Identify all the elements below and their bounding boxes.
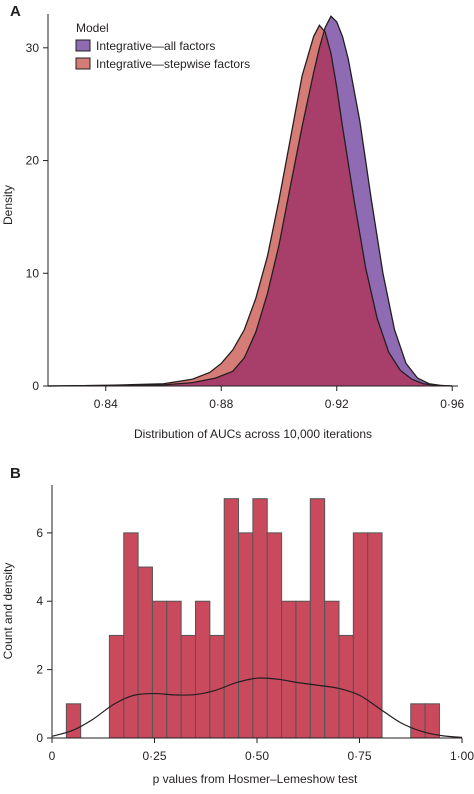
y-axis-title: Count and density — [1, 563, 15, 660]
histogram-bar — [295, 600, 311, 739]
y-axis-title: Density — [1, 185, 15, 225]
x-tick-label: 0·88 — [209, 397, 233, 411]
histogram-panel: B 0 0·25 0·50 0·75 1·00 0 2 4 6 p values from Ho… — [1, 465, 474, 786]
histogram-bar — [137, 566, 153, 739]
panel-label-b: B — [10, 465, 21, 482]
panel-label-a: A — [10, 3, 21, 20]
x-axis-title: p values from Hosmer–Lemeshow test — [153, 772, 358, 786]
y-tick-label: 0 — [32, 379, 39, 393]
y-tick-label: 20 — [26, 154, 40, 168]
density-panel: A 0·84 0·88 0·92 0·96 0 10 20 30 Distribution o… — [1, 3, 465, 441]
histogram-bar — [410, 703, 426, 739]
histogram-bar — [281, 600, 297, 739]
legend-label-all-factors: Integrative—all factors — [96, 39, 215, 53]
x-tick-label: 0 — [49, 749, 56, 763]
x-tick-label: 0·96 — [440, 397, 464, 411]
histogram-bar — [324, 600, 340, 739]
area-stepwise-factors-outline — [47, 24, 453, 387]
legend: Model Integrative—all factors Integrativ… — [75, 21, 250, 71]
x-tick-label: 0·25 — [142, 749, 166, 763]
histogram-bars — [65, 498, 440, 739]
y-tick-label: 4 — [36, 594, 43, 608]
histogram-bar — [252, 498, 268, 739]
y-tick-label: 0 — [36, 731, 43, 745]
histogram-bar — [338, 634, 354, 739]
tick-labels: 0·84 0·88 0·92 0·96 0 10 20 30 — [26, 41, 465, 411]
histogram-bar — [367, 532, 383, 739]
histogram-bar — [352, 532, 369, 739]
x-tick-label: 0·50 — [245, 749, 269, 763]
x-tick-label: 1·00 — [450, 749, 474, 763]
y-tick-label: 30 — [26, 41, 40, 55]
y-tick-label: 2 — [36, 663, 43, 677]
y-tick-label: 6 — [36, 526, 43, 540]
histogram-bar — [166, 600, 182, 739]
y-tick-label: 10 — [26, 266, 40, 280]
histogram-bar — [65, 703, 82, 739]
x-tick-label: 0·92 — [325, 397, 349, 411]
histogram-bar — [180, 634, 196, 739]
x-tick-label: 0·84 — [94, 397, 118, 411]
density-areas — [47, 15, 453, 387]
density-curve — [51, 677, 463, 738]
area-all-factors-outline — [47, 15, 453, 387]
legend-swatch-all-factors — [75, 39, 91, 52]
histogram-bar — [223, 498, 240, 739]
histogram-bar — [309, 498, 326, 739]
legend-title: Model — [76, 21, 109, 35]
histogram-bar — [209, 634, 225, 739]
area-overlap — [48, 32, 453, 386]
histogram-bar — [151, 600, 168, 739]
x-axis-title: Distribution of AUCs across 10,000 itera… — [134, 427, 372, 441]
legend-label-stepwise-factors: Integrative—stepwise factors — [96, 57, 250, 71]
tick-labels: 0 0·25 0·50 0·75 1·00 0 2 4 6 — [36, 526, 474, 763]
x-tick-label: 0·75 — [347, 749, 371, 763]
histogram-bar — [266, 532, 283, 739]
histogram-bar — [195, 600, 211, 739]
histogram-bar — [123, 532, 139, 739]
histogram-bar — [238, 532, 254, 739]
histogram-bar — [108, 634, 125, 739]
legend-swatch-stepwise-factors — [75, 57, 91, 70]
